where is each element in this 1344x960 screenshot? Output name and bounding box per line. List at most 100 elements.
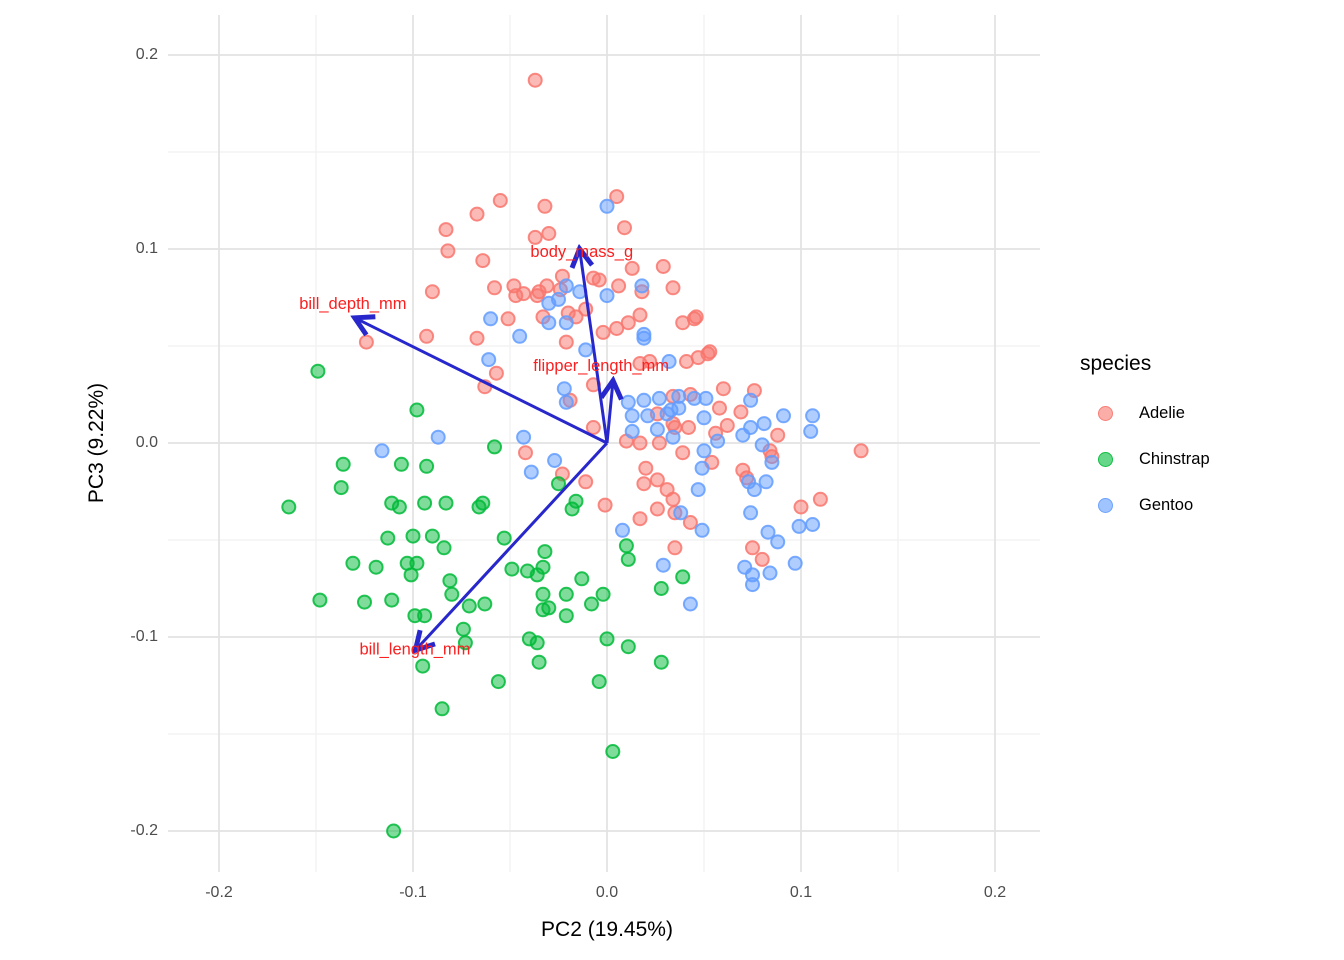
y-tick-label: 0.0: [135, 434, 158, 451]
data-point-adelie: [609, 321, 625, 336]
data-point-chinstrap: [438, 495, 454, 511]
data-point-gentoo: [636, 392, 652, 408]
data-point-adelie: [667, 540, 683, 556]
legend-label: Adelie: [1139, 403, 1185, 422]
data-point-adelie: [679, 354, 694, 369]
data-point-adelie: [518, 445, 533, 461]
data-point-gentoo: [694, 460, 710, 476]
data-point-chinstrap: [380, 530, 396, 546]
data-point-gentoo: [758, 474, 774, 490]
data-point-chinstrap: [531, 654, 547, 670]
data-point-adelie: [715, 381, 731, 397]
data-point-chinstrap: [490, 674, 506, 690]
data-point-gentoo: [651, 390, 667, 406]
data-point-adelie: [682, 515, 698, 530]
data-point-chinstrap: [535, 586, 551, 602]
data-point-chinstrap: [558, 586, 574, 602]
data-point-chinstrap: [424, 528, 440, 544]
data-point-adelie: [793, 499, 809, 515]
chinstrap-point-swatch: [1098, 451, 1113, 467]
data-point-gentoo: [599, 198, 615, 214]
data-point-adelie: [853, 443, 869, 459]
data-point-chinstrap: [310, 363, 326, 379]
data-point-adelie: [419, 328, 435, 344]
data-point-adelie: [665, 491, 681, 507]
data-point-gentoo: [682, 596, 698, 612]
data-point-adelie: [812, 491, 828, 507]
data-point-adelie: [770, 427, 786, 443]
x-tick-label: 0.1: [789, 884, 813, 901]
data-point-chinstrap: [417, 495, 433, 511]
data-point-gentoo: [640, 408, 656, 424]
data-point-chinstrap: [415, 658, 431, 674]
data-point-chinstrap: [558, 608, 574, 624]
data-point-chinstrap: [393, 456, 409, 472]
data-point-chinstrap: [653, 654, 669, 670]
data-point-gentoo: [430, 429, 446, 445]
data-point-adelie: [681, 420, 696, 435]
data-point-adelie: [595, 324, 611, 340]
data-point-gentoo: [661, 354, 677, 369]
data-point-chinstrap: [487, 439, 502, 455]
data-point-gentoo: [776, 408, 791, 424]
data-point-adelie: [469, 206, 485, 222]
data-point-adelie: [624, 260, 640, 276]
data-point-chinstrap: [403, 567, 419, 583]
data-point-adelie: [531, 284, 547, 300]
data-point-gentoo: [624, 408, 640, 424]
legend-title: species: [1080, 352, 1152, 375]
y-tick-label: 0.2: [135, 46, 158, 63]
data-point-adelie: [649, 472, 665, 488]
x-tick-label: -0.1: [399, 884, 427, 901]
data-point-gentoo: [787, 555, 803, 571]
data-point-adelie: [609, 189, 625, 205]
data-point-chinstrap: [434, 701, 450, 717]
loading-label-bill_depth_mm: bill_depth_mm: [299, 295, 406, 313]
data-point-chinstrap: [333, 480, 349, 496]
data-point-adelie: [541, 226, 557, 241]
data-point-adelie: [617, 220, 632, 236]
loading-arrow-bill_depth_mm: [357, 319, 608, 445]
data-point-gentoo: [620, 394, 636, 410]
data-point-gentoo: [791, 518, 807, 534]
data-point-adelie: [632, 511, 648, 527]
data-point-chinstrap: [591, 674, 607, 690]
data-point-gentoo: [649, 421, 665, 437]
data-point-gentoo: [624, 423, 640, 439]
x-tick-label: 0.0: [595, 884, 619, 901]
data-point-gentoo: [634, 278, 650, 294]
loading-label-bill_length_mm: bill_length_mm: [359, 640, 470, 658]
loading-arrow-bill_length_mm: [417, 441, 609, 649]
data-point-adelie: [754, 551, 770, 567]
x-tick-label: -0.2: [205, 884, 233, 901]
data-point-adelie: [649, 501, 665, 517]
data-point-adelie: [578, 301, 594, 317]
data-point-gentoo: [760, 524, 776, 540]
data-point-adelie: [636, 476, 652, 492]
data-point-adelie: [578, 474, 594, 490]
data-point-chinstrap: [584, 596, 599, 612]
data-point-gentoo: [710, 433, 726, 449]
data-point-chinstrap: [599, 631, 615, 647]
data-point-chinstrap: [455, 621, 471, 637]
legend-item-adelie: Adelie: [1080, 390, 1210, 436]
data-point-adelie: [665, 280, 681, 296]
data-point-adelie: [527, 229, 543, 245]
data-point-chinstrap: [605, 744, 621, 759]
data-point-gentoo: [523, 464, 539, 480]
data-point-gentoo: [671, 400, 687, 416]
data-point-adelie: [733, 404, 749, 420]
data-point-chinstrap: [345, 555, 361, 571]
data-point-gentoo: [578, 342, 594, 358]
data-point-adelie: [620, 315, 636, 331]
data-point-chinstrap: [442, 573, 458, 589]
loading-label-flipper_length_mm: flipper_length_mm: [533, 357, 669, 375]
data-point-chinstrap: [281, 499, 297, 515]
data-point-chinstrap: [653, 581, 669, 596]
data-point-chinstrap: [391, 499, 407, 515]
data-point-gentoo: [374, 443, 390, 459]
data-point-adelie: [585, 270, 601, 286]
y-tick-label: -0.2: [130, 822, 158, 839]
